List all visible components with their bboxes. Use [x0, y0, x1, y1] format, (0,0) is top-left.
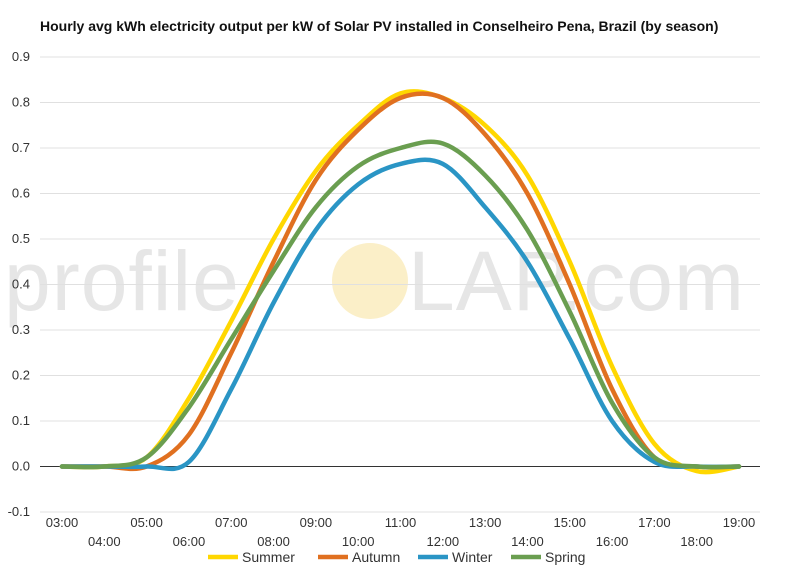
x-tick-label: 05:00: [130, 515, 163, 530]
y-tick-label: 0.8: [12, 95, 30, 110]
y-tick-label: 0.4: [12, 277, 30, 292]
watermark-sun-icon: [332, 243, 408, 319]
x-tick-label: 03:00: [46, 515, 79, 530]
legend-label-winter: Winter: [452, 549, 493, 565]
x-tick-label: 15:00: [553, 515, 586, 530]
x-tick-label: 13:00: [469, 515, 502, 530]
series-line-winter: [59, 157, 742, 472]
x-tick-label: 11:00: [385, 515, 417, 530]
legend-label-summer: Summer: [242, 549, 295, 565]
x-axis: 03:00 04:00 05:00 06:00 07:00 08:00 09:00 10:00…: [46, 515, 756, 549]
y-tick-label: 0.2: [12, 368, 30, 383]
x-tick-label: 19:00: [723, 515, 756, 530]
x-tick-label: 10:00: [342, 534, 375, 549]
chart-title: Hourly avg kWh electricity output per kW…: [40, 18, 719, 34]
series-layer: [59, 89, 742, 475]
y-tick-label: 0.0: [12, 459, 30, 474]
x-tick-label: 09:00: [300, 515, 333, 530]
x-tick-label: 12:00: [427, 534, 460, 549]
x-tick-label: 08:00: [257, 534, 290, 549]
legend-label-spring: Spring: [545, 549, 585, 565]
y-tick-label: 0.3: [12, 322, 30, 337]
series-line-spring: [59, 139, 742, 470]
legend-label-autumn: Autumn: [352, 549, 400, 565]
x-tick-label: 06:00: [173, 534, 206, 549]
watermark-text-left: profile: [4, 234, 240, 328]
y-tick-label: 0.5: [12, 231, 30, 246]
x-tick-label: 04:00: [88, 534, 121, 549]
series-line-autumn: [59, 91, 742, 472]
y-tick-label: 0.7: [12, 140, 30, 155]
legend: Summer Autumn Winter Spring: [208, 549, 585, 565]
y-tick-label: 0.1: [12, 413, 30, 428]
y-tick-label: 0.9: [12, 49, 30, 64]
x-tick-label: 14:00: [511, 534, 544, 549]
y-tick-label: -0.1: [8, 504, 30, 519]
series-line-summer: [59, 89, 742, 475]
x-tick-label: 18:00: [680, 534, 713, 549]
y-tick-label: 0.6: [12, 186, 30, 201]
y-axis: 0.9 0.8 0.7 0.6 0.5 0.4 0.3 0.2 0.1 0.0 -0.1: [8, 49, 30, 519]
x-tick-label: 16:00: [596, 534, 629, 549]
x-tick-label: 17:00: [638, 515, 671, 530]
x-tick-label: 07:00: [215, 515, 248, 530]
watermark-logo: profile LAP.com: [4, 234, 744, 328]
